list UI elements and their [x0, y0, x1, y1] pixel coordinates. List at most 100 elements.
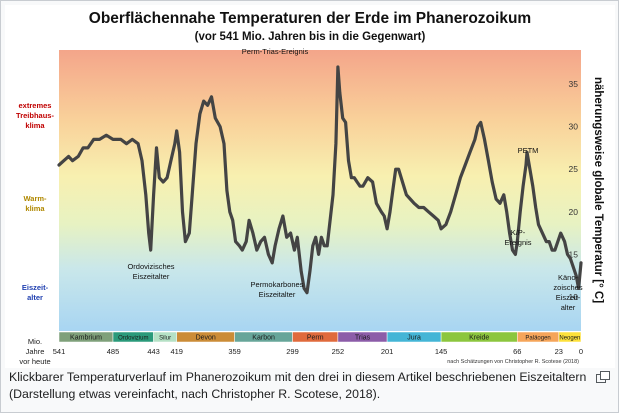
temperature-data-point: [158, 176, 161, 179]
temperature-data-point: [267, 253, 270, 256]
temperature-data-point: [141, 159, 143, 162]
chart-annotation: PETM: [518, 146, 539, 155]
temperature-data-point: [522, 185, 524, 187]
temperature-data-point: [483, 138, 486, 141]
temperature-data-point: [231, 219, 234, 222]
temperature-data-point: [303, 287, 305, 290]
y-tick-label: 35: [569, 79, 579, 89]
temperature-data-point: [541, 232, 544, 234]
temperature-data-point: [149, 249, 152, 251]
temperature-data-point: [145, 194, 147, 196]
temperature-chart[interactable]: extremes Treibhaus-klima Warm-klima Eiszeit…: [5, 5, 615, 368]
temperature-data-point: [353, 176, 356, 179]
temperature-data-point: [356, 181, 358, 183]
figure-caption: Klickbarer Temperaturverlauf im Phaneroz…: [9, 370, 587, 401]
temperature-data-point: [178, 151, 181, 153]
temperature-data-point: [152, 194, 155, 196]
temperature-data-point: [195, 142, 197, 145]
y-tick-label: 20: [569, 207, 579, 217]
temperature-data-point: [499, 202, 501, 205]
temperature-data-point: [296, 236, 299, 239]
temperature-data-point: [491, 181, 494, 183]
period-label: Jura: [407, 335, 421, 342]
temperature-data-point: [137, 142, 139, 145]
x-tick-label: 23: [555, 347, 563, 356]
temperature-data-point: [559, 232, 562, 234]
temperature-data-point: [314, 236, 317, 239]
plot-background: [59, 50, 581, 331]
chart-annotation: K/P-Ereignis: [504, 228, 531, 247]
temperature-data-point: [459, 176, 462, 179]
temperature-data-point: [386, 228, 388, 230]
temperature-data-point: [367, 176, 369, 179]
temperature-data-point: [375, 202, 378, 205]
temperature-data-point: [454, 194, 457, 196]
temperature-data-point: [199, 113, 201, 115]
temperature-data-point: [383, 215, 386, 217]
temperature-data-point: [362, 185, 364, 187]
chart-annotation: Permokarbones Eiszeitalter: [251, 280, 304, 299]
temperature-data-point: [337, 66, 339, 68]
temperature-data-point: [572, 266, 575, 268]
temperature-data-point: [329, 219, 331, 222]
temperature-data-point: [479, 121, 482, 124]
temperature-data-point: [98, 138, 101, 141]
temperature-data-point: [289, 232, 292, 234]
magnify-clip-icon[interactable]: [596, 371, 610, 383]
temperature-data-point: [323, 245, 326, 247]
climate-zone-label: Warm-klima: [23, 194, 47, 213]
temperature-data-point: [188, 232, 191, 234]
temperature-data-point: [248, 219, 250, 222]
temperature-data-point: [285, 236, 288, 239]
temperature-data-point: [162, 181, 164, 183]
x-tick-label: 66: [513, 347, 521, 356]
temperature-data-point: [306, 291, 308, 294]
temperature-data-point: [469, 151, 471, 153]
temperature-data-point: [256, 249, 258, 251]
temperature-data-point: [112, 138, 114, 141]
y-tick-label: 15: [569, 249, 579, 259]
temperature-data-point: [339, 91, 341, 94]
chart-annotation: Käno-zoisches Eiszeit-alter: [553, 273, 582, 312]
x-tick-label: 201: [381, 347, 394, 356]
temperature-data-point: [350, 176, 353, 179]
temperature-data-point: [557, 240, 559, 243]
temperature-data-point: [577, 287, 580, 290]
temperature-data-point: [532, 185, 534, 187]
temperature-data-point: [474, 138, 476, 141]
temperature-data-point: [514, 253, 517, 256]
temperature-data-point: [432, 215, 435, 217]
temperature-data-point: [271, 262, 274, 264]
x-tick-label: 299: [286, 347, 299, 356]
temperature-data-point: [278, 228, 280, 230]
chart-title: Oberflächennahe Temperaturen der Erde im…: [89, 10, 531, 27]
temperature-data-point: [226, 189, 228, 192]
temperature-data-point: [326, 245, 329, 247]
temperature-data-point: [282, 215, 284, 217]
temperature-data-point: [519, 211, 521, 213]
x-tick-label: 145: [435, 347, 448, 356]
temperature-data-point: [389, 211, 391, 213]
data-source-credit: nach Schätzungen von Christopher R. Scot…: [447, 359, 579, 365]
chart-annotation: Ordovizisches Eiszeitalter: [127, 262, 174, 281]
x-tick-label: 252: [332, 347, 345, 356]
temperature-data-point: [105, 134, 108, 136]
temperature-data-point: [229, 211, 231, 213]
temperature-data-point: [511, 249, 514, 251]
temperature-data-point: [234, 240, 237, 243]
temperature-data-point: [63, 159, 65, 162]
y-axis-title: näherungsweise globale Temperatur [° C]: [592, 77, 604, 303]
temperature-data-point: [529, 168, 531, 170]
temperature-data-point: [219, 125, 221, 128]
temperature-data-point: [505, 211, 508, 213]
temperature-data-point: [191, 194, 193, 196]
period-label: Kambrium: [70, 335, 102, 342]
temperature-data-point: [397, 168, 400, 170]
temperature-series-line: [57, 65, 583, 295]
temperature-data-point: [87, 147, 89, 149]
temperature-data-point: [120, 138, 122, 141]
chart-annotation: Perm-Trias-Ereignis: [242, 47, 309, 56]
temperature-data-point: [320, 236, 323, 239]
temperature-data-point: [147, 232, 150, 234]
